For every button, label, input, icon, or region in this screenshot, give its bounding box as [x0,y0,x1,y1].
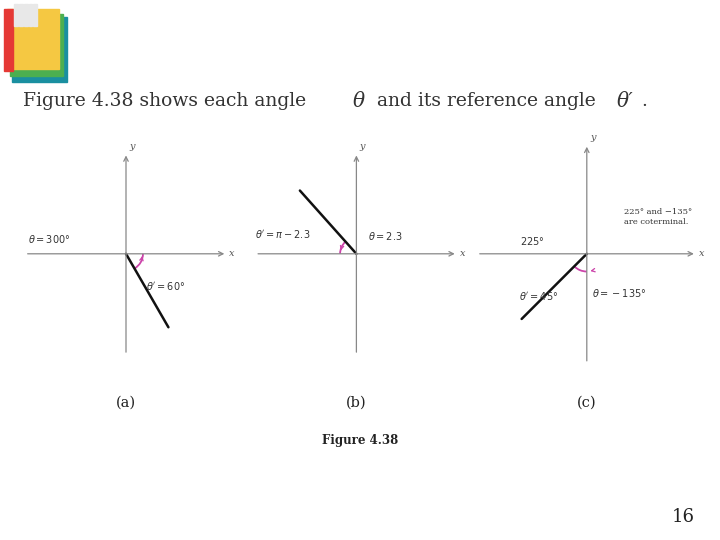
Bar [29,4,32,26]
Text: $\theta' = \pi - 2.3$: $\theta' = \pi - 2.3$ [256,228,310,240]
Text: (c): (c) [577,395,597,409]
Bar [33,4,37,26]
Text: (b): (b) [346,395,366,409]
Text: Solution: Solution [335,24,491,57]
Text: and its reference angle: and its reference angle [371,92,601,110]
Bar [7,9,60,69]
Text: cont'd: cont'd [665,56,702,69]
Text: $225°$: $225°$ [520,235,544,247]
Text: θ: θ [353,92,365,111]
Text: Figure 4.38: Figure 4.38 [322,434,398,447]
Bar [19,4,23,26]
Text: 16: 16 [672,509,695,526]
Text: .: . [641,92,647,110]
Text: y: y [130,141,135,151]
Bar [24,4,27,26]
Bar [14,4,18,26]
Text: (a): (a) [116,395,136,409]
Text: x: x [699,249,704,258]
Text: x: x [229,249,235,258]
Text: y: y [360,141,365,151]
Bar [4,9,14,71]
Text: 225° and −135°
are coterminal.: 225° and −135° are coterminal. [624,208,692,226]
Bar [12,17,68,82]
Text: y: y [590,133,596,142]
Text: $\theta = 300°$: $\theta = 300°$ [28,233,71,246]
Text: $\theta' = 45°$: $\theta' = 45°$ [519,291,559,302]
Text: $\theta = 2.3$: $\theta = 2.3$ [368,230,402,241]
Text: Example 4 –: Example 4 – [68,24,302,57]
Bar [9,14,63,76]
Text: x: x [459,249,465,258]
Text: Figure 4.38 shows each angle: Figure 4.38 shows each angle [23,92,312,110]
Text: $\theta = -135°$: $\theta = -135°$ [593,287,647,299]
Text: $\theta' = 60°$: $\theta' = 60°$ [145,280,185,293]
Text: θ′: θ′ [616,92,633,111]
